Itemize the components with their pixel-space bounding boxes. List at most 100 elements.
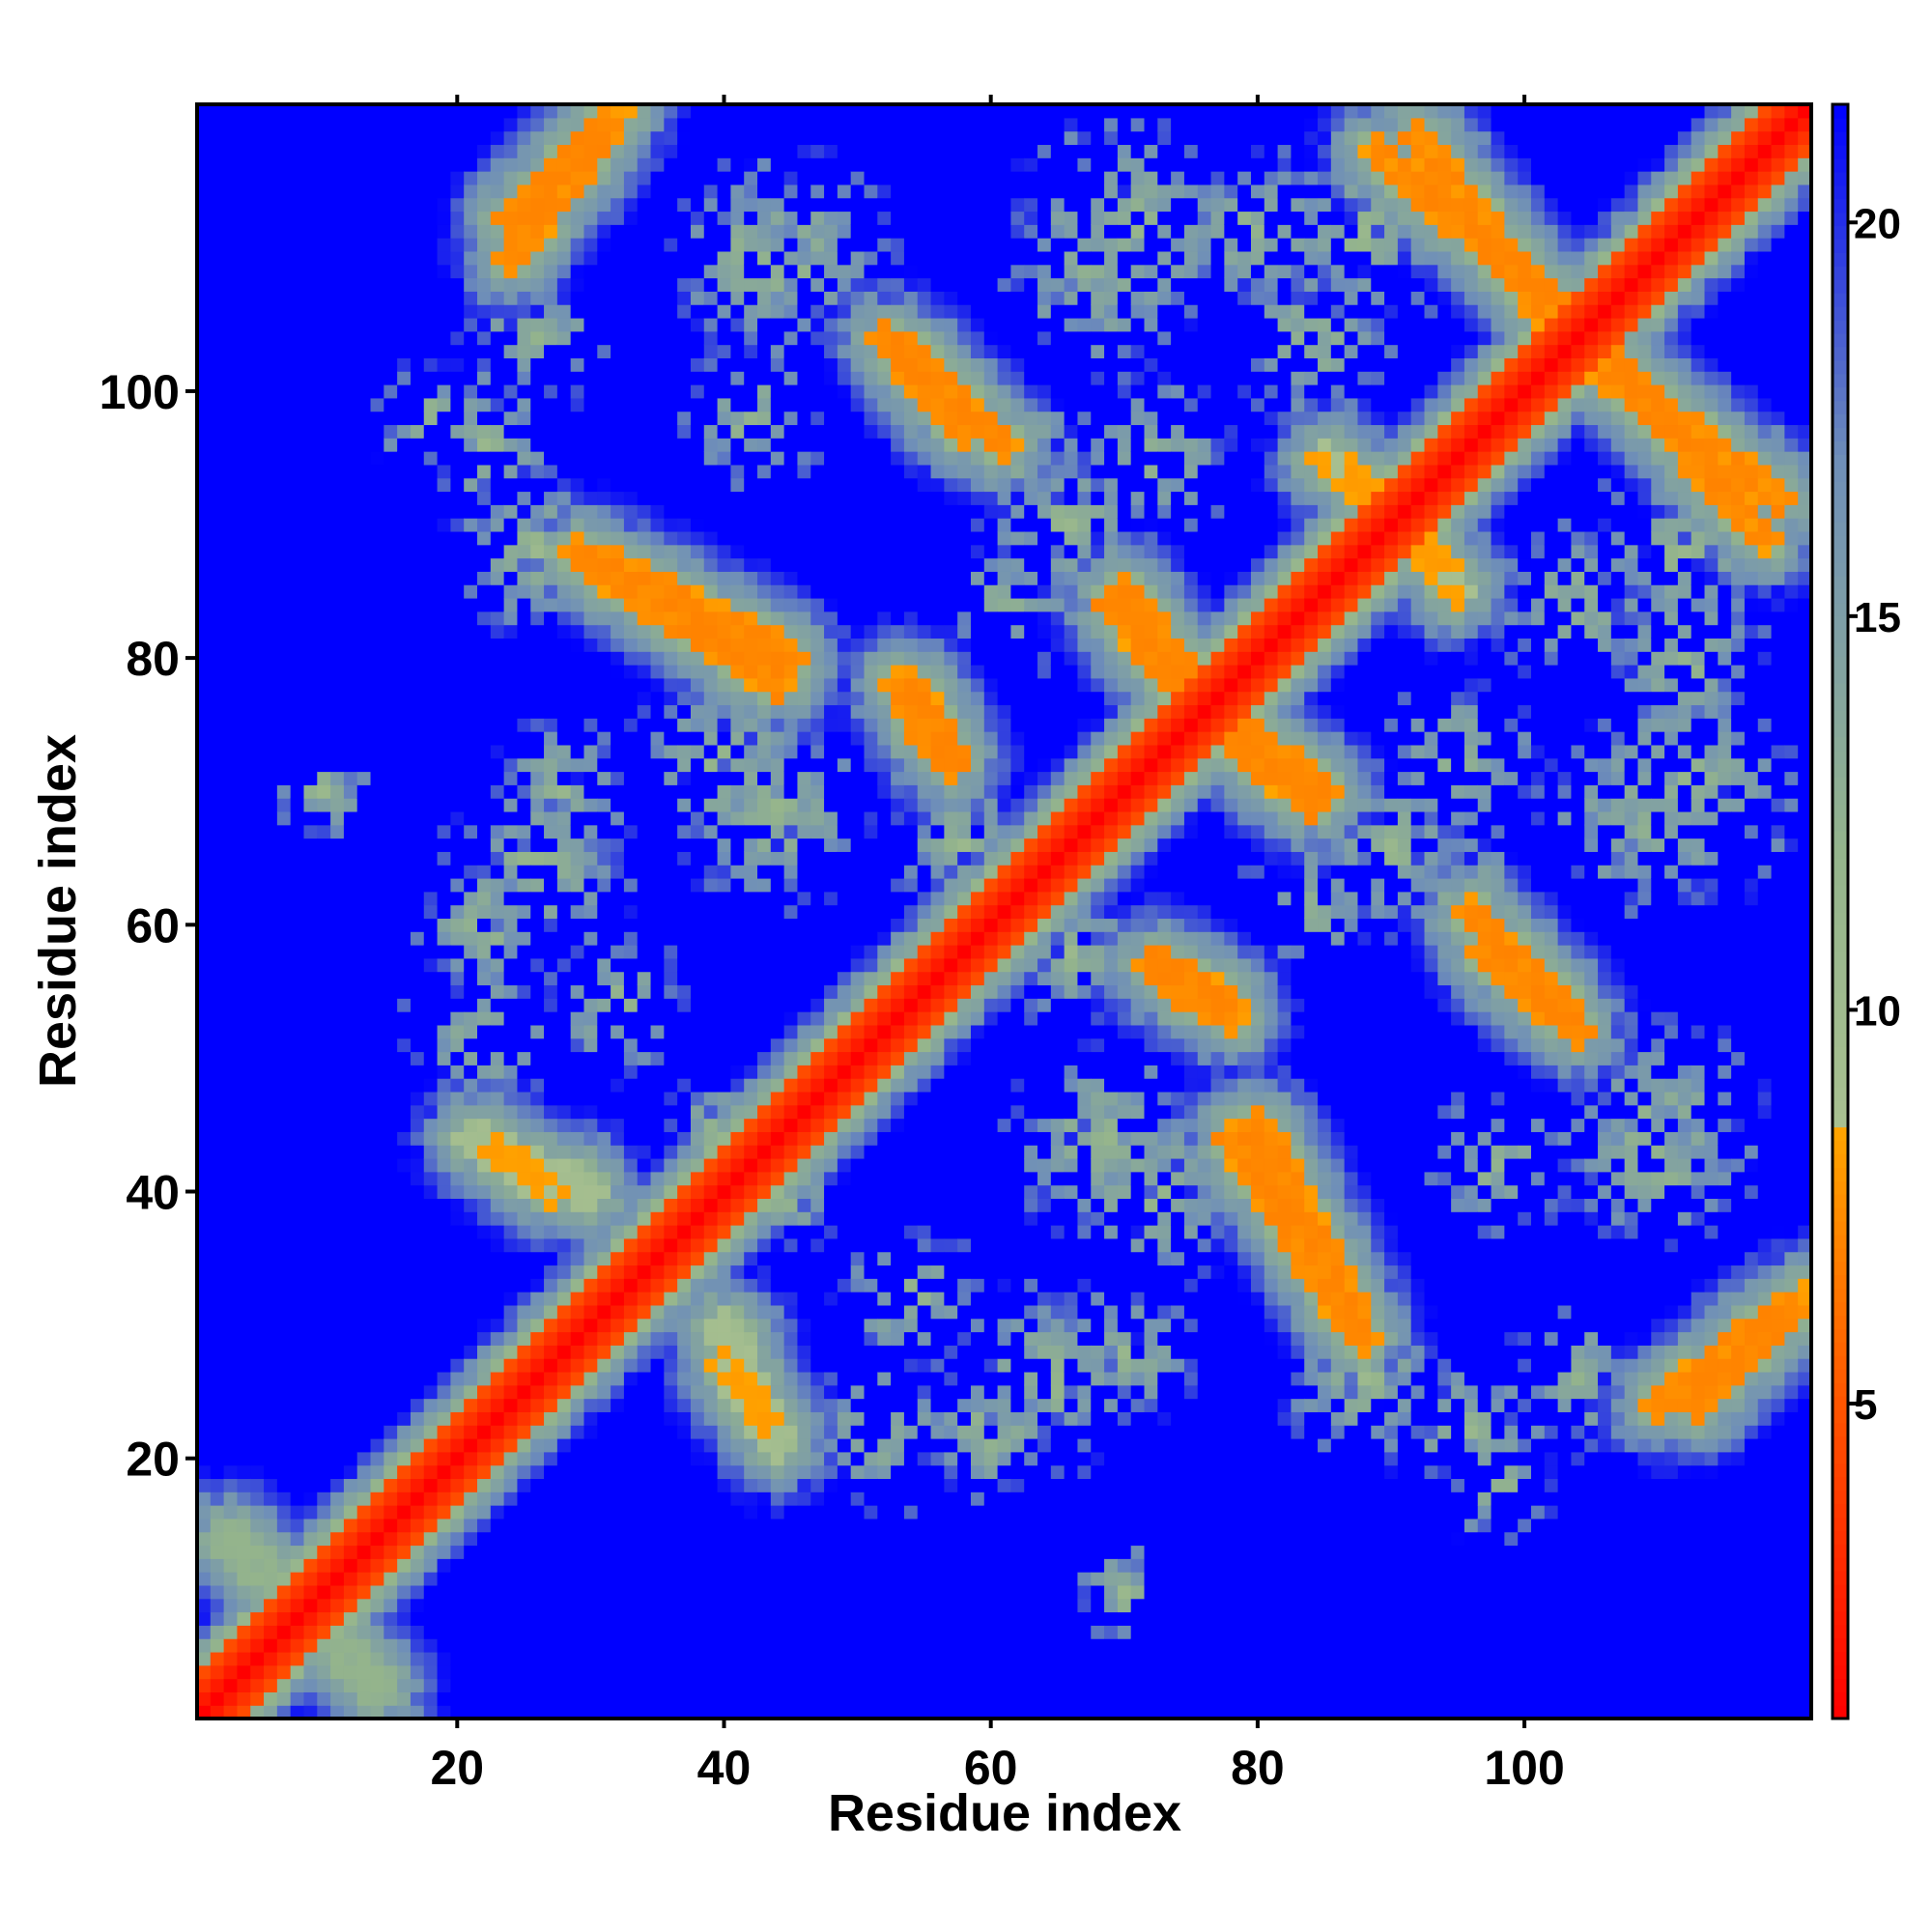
heatmap-cell (637, 904, 652, 920)
heatmap-cell (384, 1251, 398, 1266)
heatmap-cell (250, 838, 265, 852)
heatmap-cell (250, 1011, 265, 1026)
heatmap-cell (556, 157, 572, 172)
heatmap-cell (250, 157, 265, 172)
heatmap-cell (317, 1451, 331, 1466)
heatmap-cell (703, 1625, 719, 1639)
heatmap-cell (717, 757, 731, 773)
heatmap-cell (210, 1078, 225, 1093)
heatmap-cell (650, 1664, 665, 1680)
heatmap-cell (583, 317, 598, 332)
heatmap-cell (223, 918, 239, 932)
heatmap-cell (210, 1464, 225, 1480)
heatmap-cell (290, 1198, 305, 1212)
heatmap-cell (570, 438, 585, 452)
heatmap-cell (237, 344, 251, 358)
heatmap-cell (544, 1572, 558, 1586)
heatmap-cell (650, 277, 665, 292)
heatmap-cell (544, 638, 558, 652)
heatmap-cell (397, 744, 412, 759)
heatmap-cell (611, 1492, 625, 1506)
heatmap-cell (570, 1437, 585, 1453)
heatmap-cell (356, 491, 372, 505)
heatmap-cell (477, 638, 492, 652)
heatmap-cell (517, 197, 531, 213)
heatmap-cell (437, 945, 451, 959)
heatmap-cell (223, 1118, 239, 1132)
heatmap-cell (303, 1184, 318, 1200)
heatmap-cell (464, 798, 478, 812)
heatmap-cell (303, 1358, 318, 1373)
heatmap-cell (330, 371, 345, 385)
heatmap-cell (343, 1024, 358, 1039)
heatmap-cell (637, 611, 652, 626)
heatmap-cell (490, 250, 505, 266)
heatmap-cell (237, 771, 251, 785)
heatmap-cell (397, 1104, 412, 1120)
heatmap-cell (437, 624, 451, 639)
heatmap-cell (303, 464, 318, 479)
heatmap-cell (464, 1425, 478, 1439)
heatmap-cell (410, 1611, 425, 1626)
heatmap-cell (517, 1037, 531, 1053)
heatmap-cell (423, 1437, 439, 1453)
heatmap-cell (384, 518, 398, 532)
heatmap-cell (276, 104, 292, 119)
heatmap-cell (730, 504, 745, 519)
heatmap-cell (623, 757, 639, 773)
heatmap-cell (490, 464, 505, 479)
heatmap-cell (664, 757, 678, 773)
heatmap-cell (250, 665, 265, 679)
heatmap-cell (237, 1611, 251, 1626)
heatmap-cell (703, 798, 719, 812)
heatmap-cell (664, 584, 678, 599)
heatmap-cell (690, 838, 705, 852)
heatmap-cell (356, 544, 372, 559)
heatmap-cell (410, 744, 425, 759)
heatmap-cell (437, 638, 451, 652)
heatmap-cell (237, 984, 251, 999)
heatmap-cell (264, 424, 278, 439)
heatmap-cell (517, 1651, 531, 1666)
heatmap-cell (611, 317, 625, 332)
heatmap-cell (343, 1584, 358, 1600)
heatmap-cell (717, 144, 731, 158)
heatmap-cell (570, 971, 585, 986)
heatmap-cell (237, 1384, 251, 1400)
heatmap-cell (197, 1037, 212, 1053)
heatmap-cell (410, 557, 425, 572)
heatmap-cell (237, 998, 251, 1012)
heatmap-cell (623, 1051, 639, 1065)
heatmap-cell (356, 1518, 372, 1533)
heatmap-cell (544, 1478, 558, 1492)
heatmap-cell (197, 1345, 212, 1359)
heatmap-cell (677, 1251, 692, 1266)
heatmap-cell (384, 904, 398, 920)
heatmap-cell (677, 264, 692, 279)
heatmap-cell (450, 504, 465, 519)
heatmap-cell (370, 1625, 384, 1639)
heatmap-cell (690, 224, 705, 239)
heatmap-cell (290, 731, 305, 746)
heatmap-cell (677, 798, 692, 812)
heatmap-cell (250, 1331, 265, 1346)
heatmap-cell (490, 1065, 505, 1079)
heatmap-cell (237, 624, 251, 639)
heatmap-cell (677, 1157, 692, 1173)
heatmap-cell (197, 397, 212, 412)
heatmap-cell (583, 1705, 598, 1719)
heatmap-cell (490, 638, 505, 652)
heatmap-cell (517, 571, 531, 585)
heatmap-cell (437, 1464, 451, 1480)
heatmap-cell (276, 1318, 292, 1333)
heatmap-cell (250, 317, 265, 332)
heatmap-cell (303, 1171, 318, 1186)
heatmap-cell (370, 1384, 384, 1400)
heatmap-cell (611, 1024, 625, 1039)
heatmap-cell (650, 984, 665, 999)
heatmap-cell (664, 1371, 678, 1386)
heatmap-cell (650, 1518, 665, 1533)
heatmap-cell (477, 1264, 492, 1279)
heatmap-cell (744, 1318, 758, 1333)
heatmap-cell (464, 250, 478, 266)
